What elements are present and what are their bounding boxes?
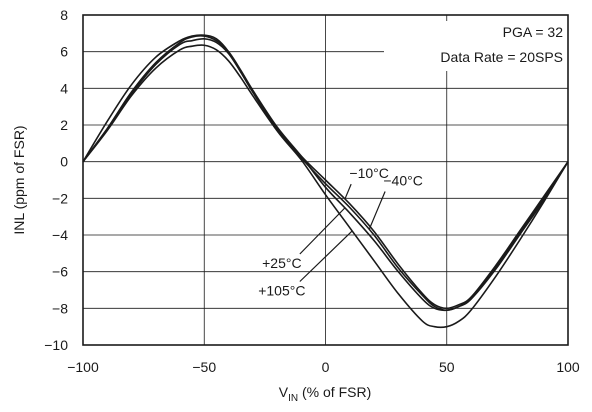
info-box: PGA = 32 Data Rate = 20SPS xyxy=(384,21,570,71)
y-tick-label: 6 xyxy=(60,44,68,60)
y-tick-label: −4 xyxy=(52,227,68,243)
series-label-leader xyxy=(299,207,346,255)
y-tick-label: −6 xyxy=(52,264,68,280)
x-tick-label: −100 xyxy=(67,359,99,375)
y-axis-title: INL (ppm of FSR) xyxy=(11,125,27,234)
y-tick-label: 4 xyxy=(60,80,68,96)
series-label: −40°C xyxy=(383,173,422,189)
series-label-leader xyxy=(299,230,353,282)
x-axis-title-main: V xyxy=(279,384,289,400)
x-tick-label: −50 xyxy=(192,359,216,375)
y-tick-label: −2 xyxy=(52,190,68,206)
x-tick-label: 100 xyxy=(556,359,580,375)
x-tick-label: 0 xyxy=(322,359,330,375)
series-label-leader xyxy=(344,183,352,200)
x-axis-title-subscript: IN xyxy=(288,393,298,404)
info-data-rate: Data Rate = 20SPS xyxy=(440,49,563,65)
y-tick-label: −10 xyxy=(44,337,68,353)
series-layer xyxy=(82,34,569,329)
y-tick-labels: −10 −8 −6 −4 −2 0 2 4 6 8 xyxy=(44,7,68,353)
y-tick-label: 8 xyxy=(60,7,68,23)
series-label-leader xyxy=(368,191,386,230)
y-tick-label: 0 xyxy=(60,154,68,170)
x-tick-labels: −100 −50 0 50 100 xyxy=(67,359,580,375)
x-axis-title: VIN (% of FSR) xyxy=(279,384,371,404)
annotation-layer: −10°C−40°C +25°C +105°C xyxy=(258,165,423,298)
y-tick-label: −8 xyxy=(52,300,68,316)
series-line-2 xyxy=(82,35,569,312)
x-tick-label: 50 xyxy=(439,359,455,375)
info-box-bg xyxy=(384,21,570,71)
x-axis-title-rest: (% of FSR) xyxy=(298,384,371,400)
y-tick-label: 2 xyxy=(60,117,68,133)
series-label: +105°C xyxy=(258,283,305,299)
info-pga: PGA = 32 xyxy=(503,24,564,40)
series-line-3 xyxy=(82,34,569,329)
plot-frame xyxy=(82,14,569,346)
series-label: −10°C xyxy=(349,165,388,181)
series-label: +25°C xyxy=(262,255,301,271)
